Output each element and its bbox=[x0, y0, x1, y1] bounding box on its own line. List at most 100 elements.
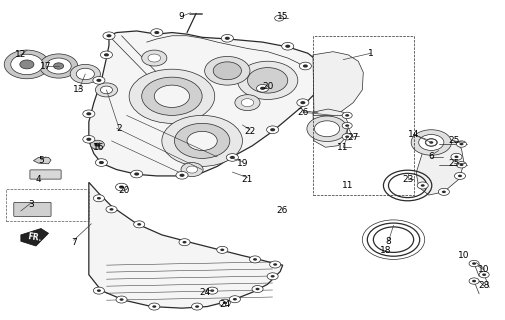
Text: 24: 24 bbox=[199, 288, 210, 297]
Circle shape bbox=[241, 99, 254, 107]
Circle shape bbox=[220, 249, 224, 251]
Circle shape bbox=[181, 163, 203, 177]
Circle shape bbox=[235, 95, 260, 111]
Polygon shape bbox=[313, 52, 363, 117]
Circle shape bbox=[107, 34, 112, 37]
Polygon shape bbox=[89, 182, 283, 308]
Text: 16: 16 bbox=[93, 143, 105, 152]
Circle shape bbox=[100, 51, 113, 59]
Text: 23: 23 bbox=[402, 175, 413, 184]
Circle shape bbox=[429, 141, 433, 144]
Text: 14: 14 bbox=[408, 130, 419, 139]
Circle shape bbox=[207, 287, 218, 294]
Text: 25: 25 bbox=[448, 136, 460, 145]
Polygon shape bbox=[21, 228, 48, 246]
Circle shape bbox=[119, 186, 124, 189]
Circle shape bbox=[249, 256, 261, 263]
Circle shape bbox=[95, 83, 118, 97]
Circle shape bbox=[457, 162, 467, 168]
Circle shape bbox=[104, 53, 109, 56]
Circle shape bbox=[285, 45, 290, 48]
Circle shape bbox=[260, 87, 265, 90]
Circle shape bbox=[134, 172, 139, 176]
Bar bbox=[313, 36, 414, 195]
Circle shape bbox=[300, 101, 306, 104]
Circle shape bbox=[426, 139, 437, 146]
Circle shape bbox=[299, 62, 312, 70]
Circle shape bbox=[39, 54, 78, 78]
Circle shape bbox=[482, 273, 486, 276]
Text: 13: 13 bbox=[73, 85, 84, 94]
Text: 24: 24 bbox=[219, 300, 230, 309]
Circle shape bbox=[345, 135, 349, 138]
Circle shape bbox=[469, 278, 479, 284]
Text: 1: 1 bbox=[368, 49, 374, 58]
Circle shape bbox=[273, 263, 277, 266]
Circle shape bbox=[307, 116, 347, 141]
FancyBboxPatch shape bbox=[30, 170, 61, 179]
Circle shape bbox=[86, 138, 91, 141]
Circle shape bbox=[267, 126, 279, 133]
Circle shape bbox=[142, 50, 167, 66]
Circle shape bbox=[213, 62, 241, 80]
Circle shape bbox=[155, 31, 160, 34]
Text: 15: 15 bbox=[277, 12, 288, 21]
Circle shape bbox=[148, 54, 161, 62]
Text: 2: 2 bbox=[116, 124, 122, 132]
Circle shape bbox=[93, 195, 105, 202]
Circle shape bbox=[86, 112, 91, 116]
Circle shape bbox=[469, 260, 479, 267]
Circle shape bbox=[267, 273, 278, 280]
Circle shape bbox=[93, 76, 105, 84]
Circle shape bbox=[96, 79, 102, 82]
Circle shape bbox=[237, 61, 298, 100]
Circle shape bbox=[219, 299, 230, 306]
Text: 20: 20 bbox=[118, 186, 130, 195]
Circle shape bbox=[472, 262, 476, 265]
Text: 27: 27 bbox=[347, 133, 359, 142]
Circle shape bbox=[411, 130, 451, 155]
Circle shape bbox=[472, 280, 476, 282]
Circle shape bbox=[153, 305, 157, 308]
Circle shape bbox=[76, 68, 94, 80]
Circle shape bbox=[303, 64, 308, 68]
Text: 22: 22 bbox=[244, 127, 256, 136]
Circle shape bbox=[142, 77, 202, 116]
Circle shape bbox=[256, 288, 260, 290]
Circle shape bbox=[217, 246, 228, 253]
Circle shape bbox=[182, 241, 186, 244]
Circle shape bbox=[252, 285, 263, 292]
FancyBboxPatch shape bbox=[14, 202, 51, 216]
Circle shape bbox=[179, 239, 190, 246]
Circle shape bbox=[97, 197, 101, 199]
Circle shape bbox=[479, 271, 489, 278]
Circle shape bbox=[100, 86, 113, 94]
Circle shape bbox=[195, 305, 199, 308]
Circle shape bbox=[106, 206, 117, 213]
Text: 11: 11 bbox=[337, 143, 349, 152]
Circle shape bbox=[46, 58, 71, 74]
Text: 18: 18 bbox=[380, 246, 392, 255]
Circle shape bbox=[11, 54, 43, 75]
Circle shape bbox=[458, 175, 462, 177]
Circle shape bbox=[421, 184, 425, 187]
Text: 20: 20 bbox=[262, 82, 273, 91]
Circle shape bbox=[225, 37, 230, 40]
Polygon shape bbox=[89, 31, 326, 176]
Text: 5: 5 bbox=[38, 156, 44, 164]
Circle shape bbox=[226, 154, 238, 161]
Circle shape bbox=[221, 35, 233, 42]
Circle shape bbox=[257, 84, 269, 92]
Text: FR.: FR. bbox=[27, 232, 42, 243]
Text: 10: 10 bbox=[478, 265, 490, 275]
Circle shape bbox=[83, 110, 95, 118]
Circle shape bbox=[186, 166, 197, 173]
Text: 8: 8 bbox=[386, 237, 391, 246]
Circle shape bbox=[90, 140, 105, 149]
Circle shape bbox=[176, 172, 188, 179]
Circle shape bbox=[454, 172, 466, 180]
Circle shape bbox=[282, 43, 294, 50]
Circle shape bbox=[442, 191, 446, 193]
Circle shape bbox=[83, 135, 95, 143]
Circle shape bbox=[345, 114, 349, 117]
